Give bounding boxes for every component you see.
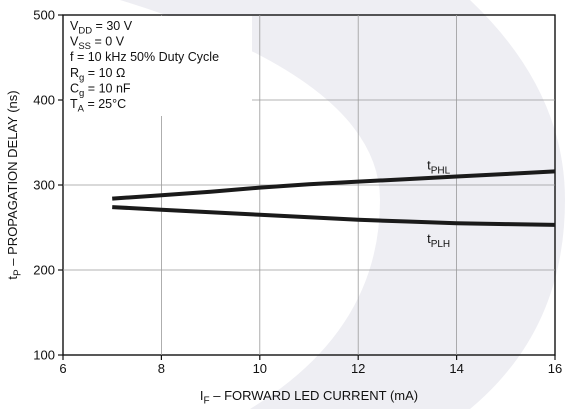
condition-line: TA = 25°C: [70, 97, 126, 115]
series-line-t-plh: [112, 205, 556, 227]
x-tick-label: 12: [351, 361, 365, 376]
y-tick-label: 300: [33, 178, 55, 193]
condition-line: Cg = 10 nF: [70, 81, 131, 99]
series-label-t-phl: tPHL: [427, 158, 451, 177]
y-axis-title: tP – PROPAGATION DELAY (ns): [5, 90, 24, 279]
x-tick-label: 16: [548, 361, 562, 376]
series-labels: tPHL tPLH: [427, 158, 451, 250]
x-tick-label: 14: [449, 361, 463, 376]
background-watermark: [120, 0, 565, 409]
x-tick-label: 8: [158, 361, 165, 376]
axis-ticks: 6 8 10 12 14 16 100 200 300 400 500: [33, 8, 562, 377]
y-tick-label: 500: [33, 8, 55, 23]
condition-line: f = 10 kHz 50% Duty Cycle: [70, 50, 219, 64]
condition-line: VDD = 30 V: [70, 19, 133, 37]
series-label-t-plh: tPLH: [427, 231, 450, 250]
x-tick-label: 10: [253, 361, 267, 376]
conditions-box: [64, 16, 252, 116]
y-tick-label: 100: [33, 348, 55, 363]
condition-line: Rg = 10 Ω: [70, 66, 125, 84]
series-lines: [112, 169, 556, 227]
condition-line: VSS = 0 V: [70, 35, 125, 53]
y-tick-label: 200: [33, 263, 55, 278]
y-tick-label: 400: [33, 93, 55, 108]
x-axis-title: IF – FORWARD LED CURRENT (mA): [200, 388, 418, 407]
series-line-t-phl: [112, 169, 556, 201]
x-tick-label: 6: [59, 361, 66, 376]
